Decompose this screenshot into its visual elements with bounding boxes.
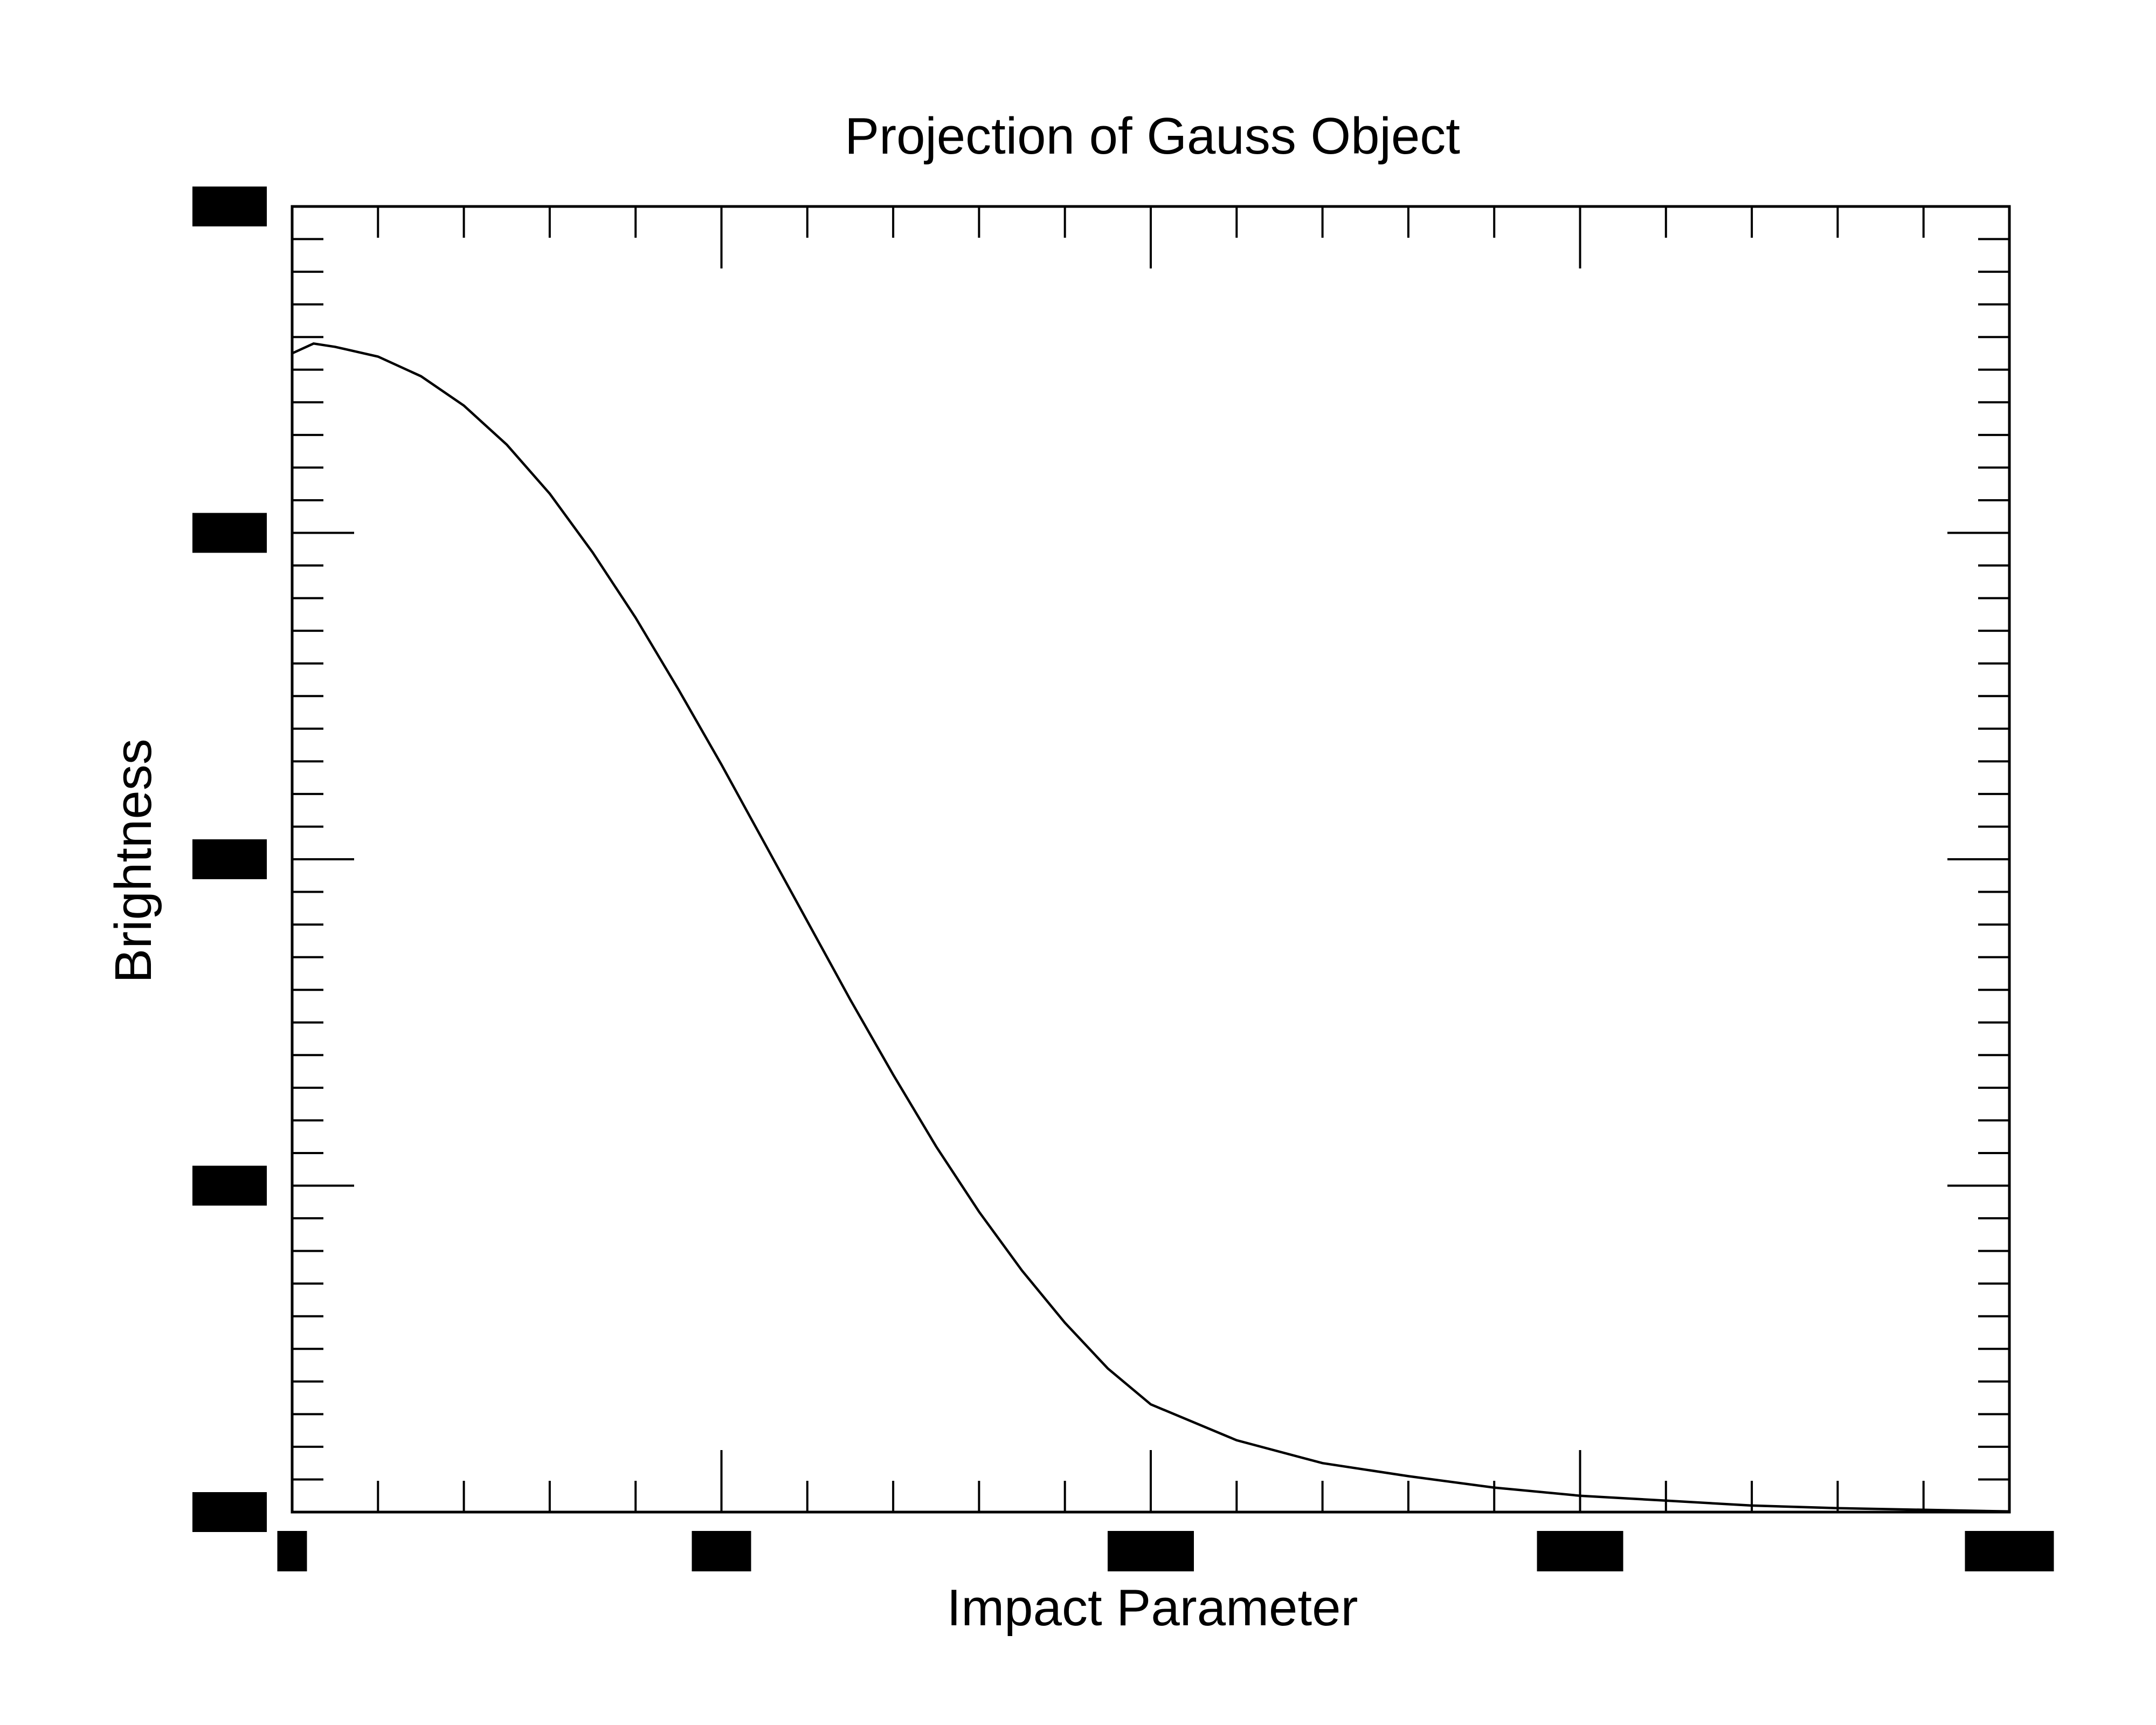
- y-tick-label-redacted: [192, 1492, 267, 1532]
- x-tick-label-redacted: [692, 1531, 751, 1571]
- y-tick-label-redacted: [192, 1165, 267, 1206]
- y-tick-labels: [192, 187, 267, 1532]
- x-axis-ticks: [377, 206, 1925, 1512]
- y-axis-ticks: [292, 238, 2009, 1481]
- series-line: [292, 342, 2010, 1513]
- x-axis-title: Impact Parameter: [947, 1579, 1358, 1637]
- x-tick-labels: [277, 1531, 2054, 1571]
- y-tick-label-redacted: [192, 513, 267, 553]
- y-tick-label-redacted: [192, 839, 267, 879]
- chart-title: Projection of Gauss Object: [845, 107, 1460, 165]
- x-tick-label-redacted: [1965, 1531, 2054, 1571]
- y-tick-label-redacted: [192, 187, 267, 226]
- x-tick-label-redacted: [1537, 1531, 1623, 1571]
- y-axis-title: Brightness: [105, 739, 162, 983]
- x-tick-label-redacted: [1108, 1531, 1194, 1571]
- plot-frame: [291, 205, 2011, 1514]
- x-tick-label-redacted: [277, 1531, 307, 1571]
